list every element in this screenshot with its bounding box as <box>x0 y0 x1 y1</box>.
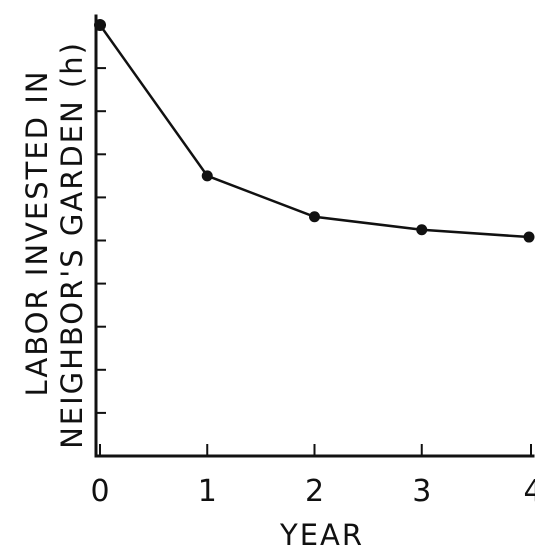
y-axis-label-line-1: LABOR INVESTED IN <box>20 70 54 397</box>
axes <box>94 14 535 458</box>
y-axis-label-line-2: NEIGHBOR'S GARDEN (h) <box>55 41 89 449</box>
series-line <box>98 24 530 239</box>
ticks <box>96 24 532 456</box>
x-tick-label: 2 <box>305 474 324 509</box>
data-point <box>201 170 213 182</box>
data-point <box>309 211 320 223</box>
x-tick-label: 3 <box>412 474 431 509</box>
series <box>94 19 535 243</box>
tick-labels: 0 1 2 3 4 <box>90 474 535 509</box>
data-point <box>523 231 535 243</box>
y-axis-label: LABOR INVESTED IN NEIGHBOR'S GARDEN (h) <box>20 41 89 449</box>
x-axis-label: YEAR <box>279 518 364 552</box>
x-tick-label: 4 <box>523 474 535 509</box>
x-tick-label: 1 <box>198 474 217 509</box>
x-tick-label: 0 <box>90 474 109 509</box>
data-point <box>94 19 106 31</box>
data-point <box>416 224 428 236</box>
